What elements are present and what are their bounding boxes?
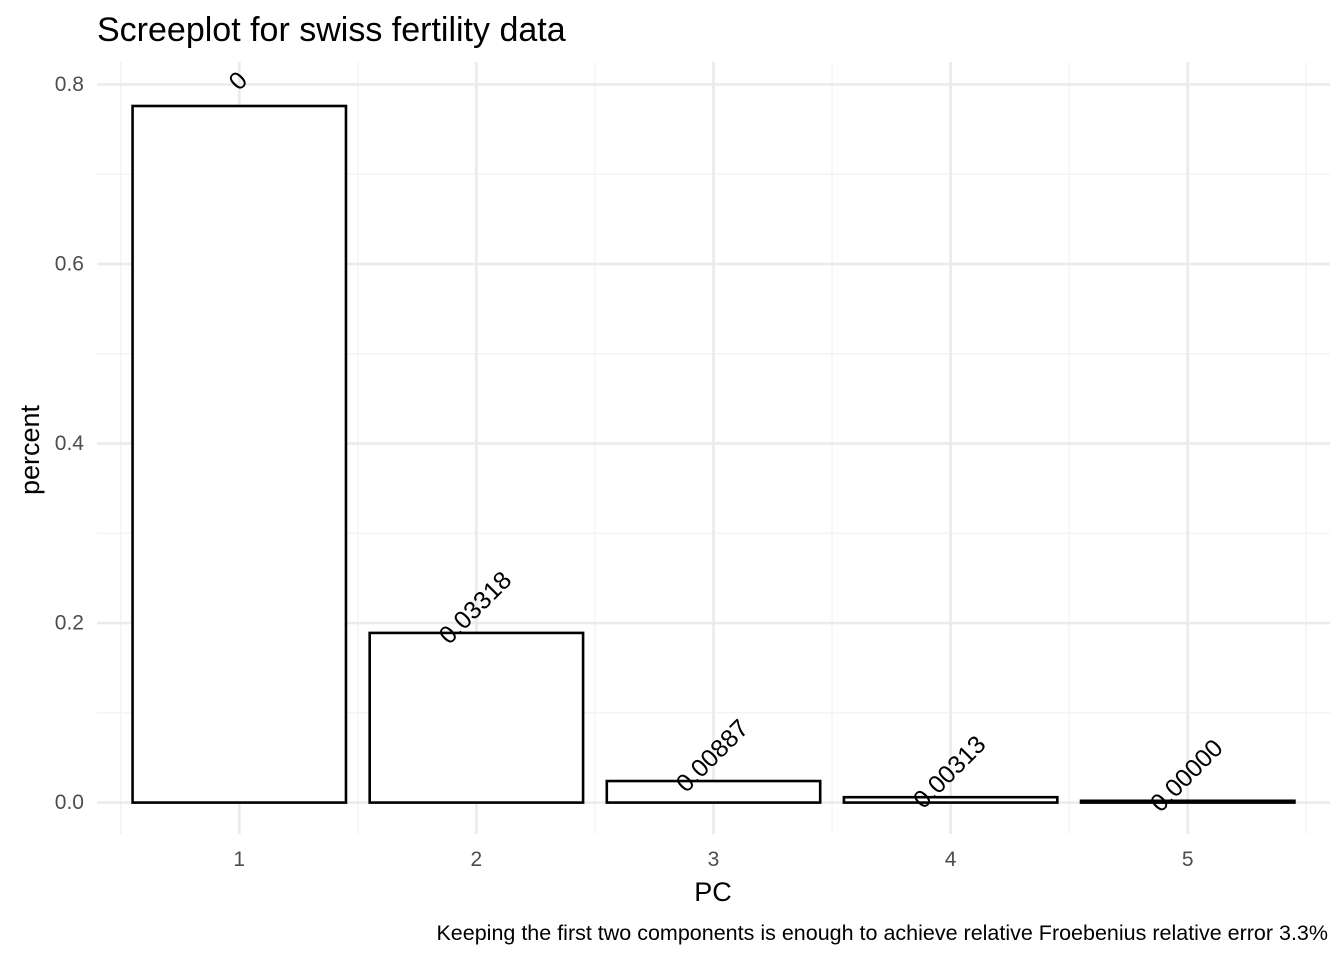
bars <box>131 104 1296 804</box>
x-axis-title: PC <box>694 877 732 907</box>
x-tick-label: 4 <box>945 848 957 871</box>
y-axis-ticks: 0.0 0.2 0.4 0.6 0.8 <box>55 73 85 814</box>
x-tick-label: 5 <box>1182 848 1194 871</box>
y-tick-label: 0.2 <box>55 612 84 635</box>
chart-title: Screeplot for swiss fertility data <box>97 11 566 49</box>
y-tick-label: 0.6 <box>55 252 84 275</box>
bar-pc-4 <box>842 795 1059 804</box>
y-tick-label: 0.4 <box>55 432 85 455</box>
chart-caption: Keeping the first two components is enou… <box>436 921 1328 945</box>
bar-pc-3 <box>605 779 822 804</box>
x-axis-ticks: 1 2 3 4 5 <box>233 848 1193 871</box>
y-axis-title: percent <box>15 404 45 495</box>
x-tick-label: 1 <box>233 848 245 871</box>
bar-pc-5 <box>1079 799 1296 804</box>
bar-pc-2 <box>368 631 585 804</box>
x-tick-label: 3 <box>708 848 720 871</box>
y-tick-label: 0.0 <box>55 791 84 814</box>
y-tick-label: 0.8 <box>55 73 84 96</box>
x-tick-label: 2 <box>471 848 483 871</box>
bar-pc-1 <box>131 104 348 804</box>
